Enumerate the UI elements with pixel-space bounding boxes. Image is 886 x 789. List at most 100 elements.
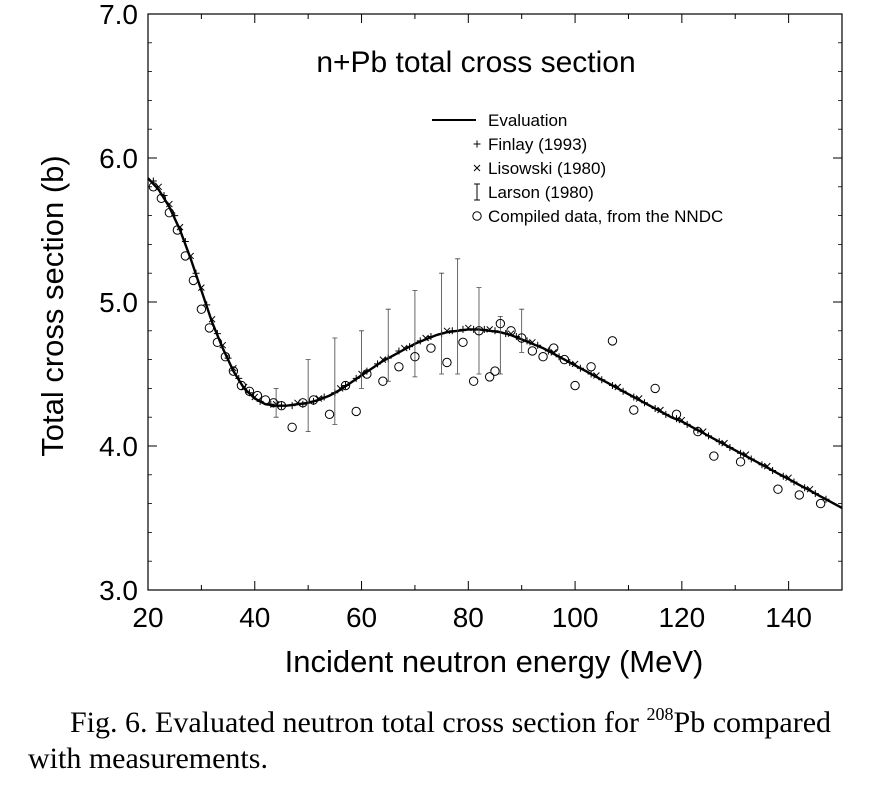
- cross-point: [336, 385, 344, 392]
- legend-label: Finlay (1993): [488, 135, 587, 154]
- plus-point: [235, 374, 243, 382]
- x-tick-label: 120: [658, 602, 705, 633]
- plus-point: [651, 405, 659, 413]
- legend-swatch-errorbar: [474, 183, 480, 201]
- plus-point: [737, 449, 745, 457]
- cross-point: [486, 326, 494, 333]
- circle-point: [148, 182, 159, 192]
- circle-point: [212, 337, 223, 348]
- plus-point: [192, 269, 200, 277]
- circle-point: [340, 380, 351, 391]
- plus-point: [779, 472, 787, 480]
- legend-label: Compiled data, from the NNDC: [488, 207, 723, 226]
- y-tick-label: 4.0: [99, 431, 138, 462]
- series-compiled-data-from-the-nndc: [148, 182, 826, 509]
- larson-errorbar: [439, 272, 445, 375]
- circle-point: [426, 343, 436, 353]
- larson-errorbar: [273, 388, 279, 418]
- chart-title: n+Pb total cross section: [316, 46, 635, 79]
- circle-point: [495, 318, 506, 329]
- circle-point: [559, 354, 570, 365]
- legend-swatch-plus: [473, 140, 481, 148]
- cross-point: [593, 372, 600, 379]
- cross-point: [806, 485, 814, 493]
- y-axis-title: Total cross section (b): [35, 155, 70, 457]
- plus-point: [320, 393, 328, 401]
- circle-point: [794, 490, 804, 500]
- larson-errorbar: [497, 316, 503, 375]
- cross-point: [400, 344, 408, 352]
- circle-point: [172, 225, 183, 235]
- circle-point: [362, 369, 372, 379]
- plus-point: [822, 495, 830, 503]
- caption-superscript: 208: [646, 704, 674, 724]
- circle-point: [538, 352, 548, 362]
- plus-point: [598, 376, 606, 384]
- circle-point: [196, 304, 207, 314]
- cross-point: [507, 330, 515, 338]
- circle-point: [276, 400, 287, 411]
- cross-point: [635, 395, 643, 402]
- plus-point: [406, 343, 414, 351]
- x-axis-title: Incident neutron energy (MeV): [285, 644, 704, 679]
- circle-point: [442, 357, 452, 368]
- plus-point: [715, 438, 723, 446]
- plus-point: [149, 177, 157, 185]
- plus-point: [608, 382, 616, 390]
- series-larson-1980-: [273, 258, 525, 432]
- larson-errorbar: [476, 287, 482, 375]
- plus-point: [769, 466, 777, 474]
- y-tick-label: 7.0: [99, 0, 138, 30]
- plus-point: [758, 461, 766, 469]
- circle-point: [236, 380, 247, 391]
- cross-point: [529, 338, 536, 346]
- data-layer: [147, 177, 843, 509]
- plus-point: [640, 399, 648, 407]
- circle-point: [268, 398, 279, 408]
- circle-point: [220, 352, 231, 362]
- x-tick-label: 40: [239, 602, 270, 633]
- plus-point: [459, 325, 467, 333]
- circle-point: [773, 484, 783, 494]
- cross-point: [464, 324, 472, 332]
- chart-figure: 20 40 60 80 100 120 140 3.0 4.0 5.0 6.0 7.0 n+Pb to…: [28, 0, 843, 775]
- circle-point: [629, 405, 639, 415]
- y-tick-label: 6.0: [99, 143, 138, 174]
- plus-point: [491, 327, 499, 335]
- cross-point: [657, 406, 664, 414]
- caption-prefix: Fig. 6. Evaluated neutron total cross se…: [70, 706, 647, 739]
- circle-point: [287, 422, 297, 432]
- plus-point: [705, 432, 713, 440]
- x-tick-label: 20: [132, 602, 163, 633]
- plus-point: [801, 484, 809, 492]
- figure-caption: Fig. 6. Evaluated neutron total cross se…: [28, 705, 858, 777]
- circle-point: [490, 366, 500, 376]
- circle-point: [693, 426, 703, 437]
- circle-point: [815, 498, 826, 509]
- circle-point: [324, 409, 335, 420]
- circle-point: [260, 395, 271, 405]
- axes: 20 40 60 80 100 120 140 3.0 4.0 5.0 6.0 7.0: [99, 0, 843, 633]
- circle-point: [527, 346, 538, 356]
- legend-label: Lisowski (1980): [488, 159, 606, 178]
- plus-point: [790, 478, 798, 486]
- circle-point: [474, 326, 484, 336]
- plus-point: [630, 393, 638, 401]
- plus-point: [213, 330, 221, 338]
- cross-point: [230, 364, 237, 372]
- larson-errorbar: [455, 258, 461, 375]
- cross-point: [614, 383, 622, 391]
- plus-point: [683, 420, 691, 428]
- cross-point: [443, 327, 451, 335]
- plus-point: [662, 410, 670, 418]
- circle-point: [607, 336, 618, 346]
- circle-point: [252, 390, 263, 401]
- legend-label: Larson (1980): [488, 183, 594, 202]
- plus-point: [811, 490, 819, 498]
- circle-point: [549, 343, 559, 353]
- series-finlay-1993-: [149, 177, 830, 503]
- y-tick-label: 5.0: [99, 287, 138, 318]
- plus-point: [374, 360, 382, 368]
- cross-point: [379, 356, 387, 363]
- circle-point: [228, 366, 239, 376]
